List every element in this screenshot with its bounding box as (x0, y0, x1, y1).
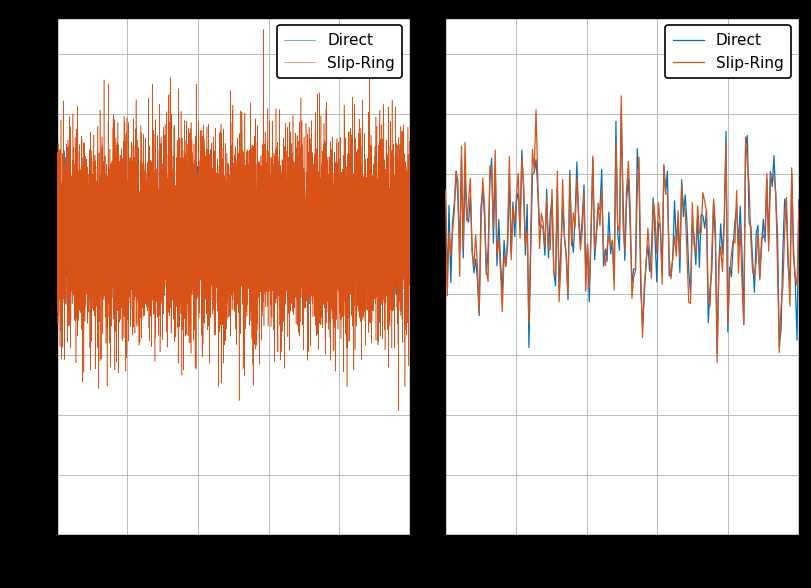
Direct (767, 183, 777, 190)
Slip-Ring (225, 171, 234, 178)
Direct (440, 197, 450, 204)
Direct (154, 146, 164, 153)
Direct (779, 196, 789, 203)
Slip-Ring (616, 92, 626, 99)
Line: Direct: Direct (445, 111, 799, 353)
Direct (534, 222, 544, 229)
Slip-Ring (67, 230, 76, 238)
Line: Direct: Direct (57, 149, 410, 319)
Legend: Direct, Slip-Ring: Direct, Slip-Ring (665, 25, 792, 78)
Slip-Ring (506, 256, 516, 263)
Slip-Ring (259, 26, 268, 33)
Slip-Ring (406, 305, 415, 312)
Direct (387, 222, 397, 229)
Slip-Ring (440, 186, 450, 193)
Slip-Ring (534, 245, 544, 252)
Direct (712, 349, 722, 356)
Slip-Ring (455, 273, 465, 280)
Slip-Ring (767, 171, 777, 178)
Direct (73, 240, 83, 248)
Direct (225, 217, 234, 224)
Direct (397, 316, 407, 323)
Direct (121, 232, 131, 239)
Slip-Ring (779, 228, 789, 235)
Legend: Direct, Slip-Ring: Direct, Slip-Ring (277, 25, 402, 78)
Direct (406, 217, 415, 224)
Direct (455, 249, 465, 256)
Slip-Ring (394, 407, 404, 414)
Slip-Ring (462, 218, 472, 225)
Slip-Ring (52, 262, 62, 269)
Slip-Ring (794, 203, 804, 210)
Direct (616, 108, 626, 115)
Slip-Ring (54, 225, 63, 232)
Direct (794, 196, 804, 203)
Slip-Ring (712, 359, 722, 366)
Line: Slip-Ring: Slip-Ring (57, 29, 410, 410)
Direct (506, 250, 516, 257)
Direct (54, 246, 63, 253)
Slip-Ring (387, 278, 397, 285)
Line: Slip-Ring: Slip-Ring (445, 96, 799, 363)
Direct (67, 223, 76, 230)
Direct (52, 220, 62, 227)
Slip-Ring (73, 218, 83, 225)
Direct (462, 214, 472, 221)
Slip-Ring (121, 230, 131, 237)
